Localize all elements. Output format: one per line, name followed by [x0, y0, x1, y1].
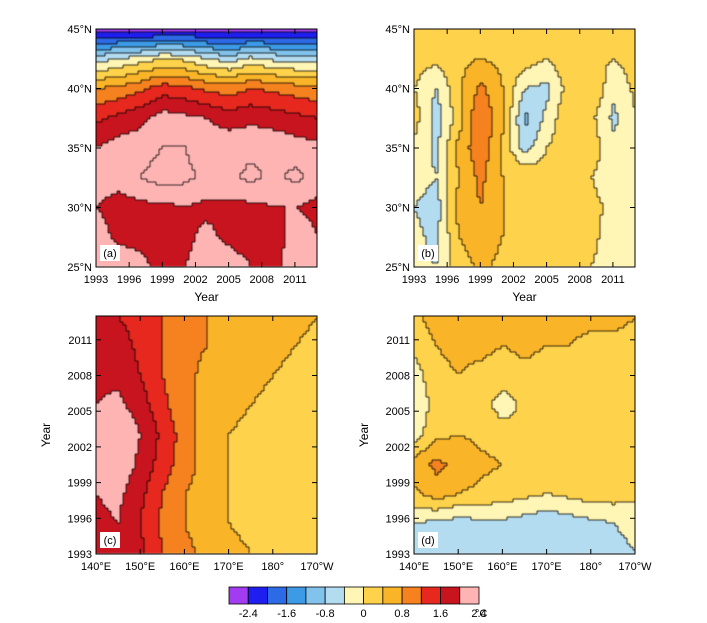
panel-c: 140°E 150°E 160°E 170°E 180° 170°W 1993 1996 199…	[39, 315, 334, 573]
y-tick-label: 30°N	[67, 203, 92, 215]
x-tick-label: 1996	[435, 274, 459, 286]
colorbar-unit: °C	[475, 608, 487, 620]
panel-label: (d)	[421, 535, 434, 547]
x-tick-label: 150°E	[125, 561, 155, 573]
x-tick-label: 2008	[568, 274, 592, 286]
x-tick-label: 180°	[579, 561, 602, 573]
y-tick-label: 30°N	[385, 203, 410, 215]
panel-label: (b)	[421, 248, 434, 260]
y-tick-label: 1996	[68, 513, 92, 525]
x-tick-label: 160°E	[487, 561, 517, 573]
x-tick-label: 2002	[183, 274, 207, 286]
panel-label-box	[418, 245, 438, 261]
y-tick-label: 2011	[386, 335, 410, 347]
y-axis-title: Year	[357, 423, 371, 447]
y-tick-label: 2002	[386, 442, 410, 454]
y-tick-label: 2005	[68, 406, 92, 418]
y-tick-label: 35°N	[385, 143, 410, 155]
x-tick-label: 160°E	[169, 561, 199, 573]
colorbar-swatch	[382, 586, 403, 605]
x-tick-label: 2005	[534, 274, 558, 286]
y-tick-label: 1996	[386, 513, 410, 525]
contour-field	[414, 29, 635, 267]
x-tick-label: 2008	[250, 274, 274, 286]
colorbar-swatch	[440, 586, 461, 605]
y-tick-label: 40°N	[67, 84, 92, 96]
x-tick-label: 170°E	[532, 561, 562, 573]
colorbar-swatch	[363, 586, 384, 605]
colorbar-swatch	[267, 586, 288, 605]
plot-frame	[413, 315, 636, 555]
y-tick-label: 25°N	[67, 262, 92, 274]
x-tick-label: 1999	[150, 274, 174, 286]
y-axis-title: Year	[39, 423, 53, 447]
contour-field	[96, 316, 317, 554]
x-tick-label: 170°W	[618, 561, 652, 573]
y-tick-label: 2008	[68, 371, 92, 383]
panel-label: (c)	[104, 535, 117, 547]
y-tick-label: 1999	[68, 478, 92, 490]
y-tick-label: 1993	[68, 549, 92, 561]
colorbar-tick-label: -2.4	[239, 608, 258, 620]
y-tick-label: 45°N	[67, 24, 92, 36]
y-tick-label: 25°N	[385, 262, 410, 274]
panel-a: 1993 1996 1999 2002 2005 2008 2011 25°N 30°N 35°N…	[67, 24, 318, 304]
colorbar-swatch	[324, 586, 345, 605]
panel-label-box	[100, 245, 120, 261]
x-tick-label: 170°E	[214, 561, 244, 573]
colorbar-swatch	[247, 586, 268, 605]
y-tick-label: 1999	[386, 478, 410, 490]
contour-field	[96, 29, 317, 267]
x-tick-label: 1999	[468, 274, 492, 286]
colorbar-tick-label: 0.8	[394, 608, 409, 620]
x-tick-label: 2011	[283, 274, 307, 286]
colorbar-tick-label: 1.6	[433, 608, 448, 620]
panel-d: 140°E 150°E 160°E 170°E 180° 170°W 1993 1996 199…	[357, 315, 652, 573]
x-tick-label: 2011	[601, 274, 625, 286]
panel-label-box	[418, 532, 438, 548]
panel-b: 1993 1996 1999 2002 2005 2008 2011 25°N 30°N 35°N…	[385, 24, 636, 304]
panel-label-box	[100, 532, 120, 548]
colorbar-tick-label: -0.8	[316, 608, 335, 620]
colorbar-swatch	[401, 586, 422, 605]
contour-field	[414, 316, 635, 554]
colorbar-tick-label: 0	[361, 608, 367, 620]
x-tick-label: 1996	[117, 274, 141, 286]
colorbar-swatch	[228, 586, 249, 605]
y-tick-label: 40°N	[385, 84, 410, 96]
colorbar-swatch	[286, 586, 307, 605]
y-tick-label: 2008	[386, 371, 410, 383]
y-tick-label: 2005	[386, 406, 410, 418]
y-tick-label: 2002	[68, 442, 92, 454]
x-tick-label: 140°E	[399, 561, 429, 573]
colorbar-tick-label: 2.4	[471, 608, 486, 620]
x-tick-label: 2002	[501, 274, 525, 286]
colorbar: -2.4 -1.6 -0.8 0 0.8 1.6 2.4°C	[228, 586, 487, 620]
x-axis-title: Year	[512, 290, 536, 304]
y-tick-label: 35°N	[67, 143, 92, 155]
colorbar-tick-label: -1.6	[277, 608, 296, 620]
x-tick-label: 150°E	[443, 561, 473, 573]
x-tick-label: 1993	[84, 274, 108, 286]
plot-frame	[95, 315, 318, 555]
x-tick-label: 170°W	[300, 561, 334, 573]
x-tick-label: 140°E	[81, 561, 111, 573]
colorbar-swatch	[420, 586, 441, 605]
y-tick-label: 2011	[68, 335, 92, 347]
x-tick-label: 180°	[261, 561, 284, 573]
x-tick-label: 2005	[216, 274, 240, 286]
x-tick-label: 1993	[402, 274, 426, 286]
colorbar-swatch	[459, 586, 480, 605]
x-axis-title: Year	[194, 290, 218, 304]
colorbar-swatch	[343, 586, 365, 605]
panel-label: (a)	[103, 248, 116, 260]
panels: 1993 1996 1999 2002 2005 2008 2011 25°N 30°N 35°N…	[39, 24, 652, 573]
y-tick-label: 45°N	[385, 24, 410, 36]
colorbar-swatch	[305, 586, 326, 605]
y-tick-label: 1993	[386, 549, 410, 561]
